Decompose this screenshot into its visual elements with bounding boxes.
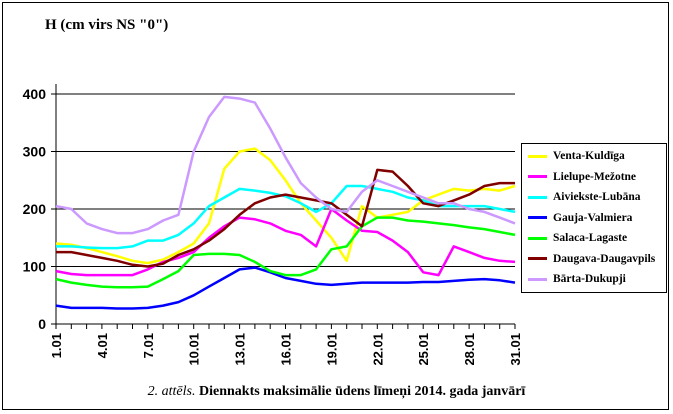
x-tick-label-22.01: 22.01 <box>370 333 385 366</box>
y-tick-label-0: 0 <box>38 316 46 332</box>
caption-text: Diennakts maksimālie ūdens līmeņi 2014. … <box>199 384 526 399</box>
legend-swatch-0 <box>528 154 547 158</box>
y-tick-label-200: 200 <box>23 201 47 217</box>
legend: Venta-Kuldīga Lielupe-Mežotne Aiviekste-Lu… <box>521 143 667 293</box>
legend-label-6: Bārta-Dukupji <box>553 273 626 286</box>
legend-item-2: Aiviekste-Lubāna <box>524 187 664 208</box>
legend-item-3: Gauja-Valmiera <box>524 208 664 229</box>
legend-label-5: Daugava-Daugavpils <box>553 252 656 265</box>
legend-label-1: Lielupe-Mežotne <box>553 170 637 183</box>
legend-swatch-3 <box>528 216 547 220</box>
y-axis-title: H (cm virs NS "0") <box>45 17 169 33</box>
x-tick-label-16.01: 16.01 <box>279 333 294 366</box>
legend-label-4: Salaca-Lagaste <box>553 232 628 245</box>
legend-swatch-4 <box>528 236 547 240</box>
series-line-0 <box>55 147 516 265</box>
series-line-6 <box>55 95 516 235</box>
legend-item-4: Salaca-Lagaste <box>524 228 664 249</box>
legend-label-2: Aiviekste-Lubāna <box>553 191 641 204</box>
y-tick-label-100: 100 <box>23 259 47 275</box>
x-tick-label-10.01: 10.01 <box>187 333 202 366</box>
series-line-5 <box>56 168 515 268</box>
x-tick-label-1.01: 1.01 <box>49 333 64 358</box>
x-tick-label-28.01: 28.01 <box>462 333 477 366</box>
x-tick-label-31.01: 31.01 <box>508 333 523 366</box>
series-line-1 <box>55 207 516 277</box>
y-tick-label-300: 300 <box>23 144 47 160</box>
x-tick-label-4.01: 4.01 <box>95 333 110 358</box>
legend-item-5: Daugava-Daugavpils <box>524 249 664 270</box>
x-tick-label-13.01: 13.01 <box>233 333 248 366</box>
legend-swatch-1 <box>528 175 547 179</box>
series-line-3 <box>55 266 516 310</box>
legend-label-3: Gauja-Valmiera <box>553 211 633 224</box>
caption-prefix: 2. attēls. <box>147 384 196 399</box>
figure-caption: 2. attēls. Diennakts maksimālie ūdens lī… <box>3 384 670 400</box>
legend-swatch-2 <box>528 195 547 199</box>
legend-item-1: Lielupe-Mežotne <box>524 167 664 188</box>
y-tick-label-400: 400 <box>23 86 47 102</box>
legend-label-0: Venta-Kuldīga <box>553 150 625 163</box>
x-tick-label-19.01: 19.01 <box>324 333 339 366</box>
series-line-4 <box>55 216 516 289</box>
x-tick-label-25.01: 25.01 <box>416 333 431 366</box>
chart-plot: 0 100 200 300 400 1.01 4.01 7.01 10.01 13.01 16.01… <box>23 84 523 366</box>
legend-swatch-6 <box>528 277 547 281</box>
x-tick-label-7.01: 7.01 <box>141 333 156 358</box>
chart-frame: 0 100 200 300 400 1.01 4.01 7.01 10.01 13.01 16.01… <box>2 2 669 410</box>
legend-item-0: Venta-Kuldīga <box>524 146 664 167</box>
legend-item-6: Bārta-Dukupji <box>524 269 664 290</box>
legend-swatch-5 <box>528 257 547 261</box>
